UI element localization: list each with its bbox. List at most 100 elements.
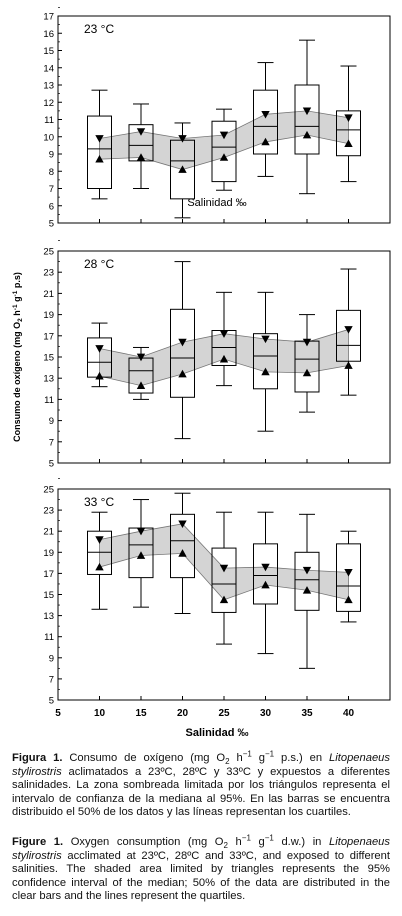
box-10 <box>87 89 112 200</box>
y-tick-label: 13 <box>43 81 54 92</box>
y-tick-label: 15 <box>43 353 54 364</box>
y-tick-label: 11 <box>44 395 54 406</box>
ci-upper-triangle <box>302 107 312 116</box>
y-tick-label: 19 <box>43 548 54 559</box>
ci-upper-triangle <box>261 110 270 119</box>
species-name: Litopenaeus stylirostris <box>12 752 390 778</box>
iqr-box <box>253 333 278 390</box>
iqr-box <box>336 309 361 362</box>
ci-upper-triangle <box>219 564 229 573</box>
y-axis-label: Consumo de oxígeno (mg O2 h-1 g-1 p.s) <box>12 272 24 442</box>
caption-en-label: Figure 1. <box>12 836 64 848</box>
panel-label: 33 °C <box>84 495 114 509</box>
iqr-box <box>128 124 154 162</box>
box-30 <box>253 62 278 177</box>
panel-3: 5 7 9 11 13 15 17 19 21 23 25 5 10 15 20 25 30 35 40 33 °C <box>43 478 391 719</box>
species-name: Litopenaeus stylirostris <box>12 836 390 862</box>
iqr-box <box>253 543 278 605</box>
caption-english: Figure 1. Oxygen consumption (mg O2 h−1 … <box>12 833 390 903</box>
iqr-box <box>294 551 320 611</box>
panel-2: 5 7 9 11 13 15 17 19 21 23 25 28 °C <box>43 240 391 470</box>
x-tick-label: 20 <box>177 708 189 719</box>
ci-lower-triangle <box>136 153 146 161</box>
ci-lower-triangle <box>302 130 312 139</box>
x-tick-label: 15 <box>135 708 147 719</box>
box-35 <box>294 39 320 195</box>
ci-upper-triangle <box>178 520 187 529</box>
y-tick-label: 23 <box>43 268 54 279</box>
ci-lower-triangle <box>344 139 353 148</box>
y-tick-label: 5 <box>49 219 54 230</box>
iqr-box <box>211 120 237 183</box>
panel-label: 28 °C <box>84 257 114 271</box>
ci-upper-triangle <box>95 345 104 353</box>
y-tick-label: 9 <box>49 653 54 664</box>
box-35 <box>294 513 320 669</box>
ci-lower-triangle <box>178 165 187 173</box>
y-tick-label: 13 <box>43 374 54 385</box>
ci-lower-triangle <box>219 595 229 604</box>
ci-lower-triangle <box>344 595 353 604</box>
y-tick-label: 21 <box>43 289 54 300</box>
y-tick-label: 16 <box>43 29 54 40</box>
iqr-box <box>336 543 361 612</box>
ci-upper-triangle <box>344 326 353 334</box>
y-tick-label: 7 <box>49 437 54 448</box>
y-tick-label: 25 <box>43 247 54 258</box>
iqr-box <box>87 337 112 378</box>
box-20 <box>170 492 195 614</box>
iqr-box <box>294 340 320 393</box>
y-tick-label: 11 <box>44 115 54 126</box>
y-tick-label: 12 <box>43 98 54 109</box>
ci-lower-triangle <box>178 369 187 378</box>
ci-lower-triangle <box>261 580 270 589</box>
y-tick-label: 21 <box>43 527 54 538</box>
y-tick-label: 9 <box>49 150 54 161</box>
ci-upper-triangle <box>136 527 146 536</box>
box-30 <box>253 511 278 655</box>
iqr-box <box>211 547 237 613</box>
ci-lower-triangle <box>95 562 104 571</box>
x-tick-label: 35 <box>301 708 313 719</box>
ci-upper-triangle <box>344 114 353 122</box>
box-10 <box>87 322 112 388</box>
iqr-box <box>170 513 195 579</box>
ci-upper-triangle <box>302 566 312 575</box>
box-40 <box>336 268 361 396</box>
x-axis-label-top: Salinidad ‰ <box>187 197 246 209</box>
y-tick-label: 15 <box>43 46 54 57</box>
y-tick-label: 7 <box>49 674 54 685</box>
box-30 <box>253 291 278 432</box>
y-tick-label: 25 <box>43 485 54 496</box>
y-tick-label: 8 <box>49 167 54 178</box>
x-tick-label: 5 <box>55 708 61 719</box>
panel-label: 23 °C <box>84 22 114 36</box>
box-25 <box>211 108 237 191</box>
iqr-box <box>336 110 361 157</box>
y-tick-label: 11 <box>44 632 54 643</box>
ci-lower-triangle <box>95 154 104 163</box>
box-25 <box>211 511 237 645</box>
ci-upper-triangle <box>344 568 353 577</box>
ci-upper-triangle <box>302 338 312 347</box>
caption-es-label: Figura 1. <box>12 752 63 764</box>
ci-upper-triangle <box>178 338 187 347</box>
iqr-box <box>170 308 195 398</box>
ci-upper-triangle <box>261 335 270 344</box>
box-20 <box>170 261 195 440</box>
caption-spanish: Figura 1. Consumo de oxígeno (mg O2 h−1 … <box>12 749 390 819</box>
ci-upper-triangle <box>261 563 270 572</box>
iqr-box <box>87 115 112 189</box>
x-tick-label: 25 <box>218 708 230 719</box>
y-tick-label: 17 <box>43 569 54 580</box>
ci-upper-triangle <box>219 131 229 140</box>
ci-lower-triangle <box>136 381 146 389</box>
box-15 <box>128 499 154 608</box>
ci-upper-triangle <box>136 353 146 362</box>
iqr-box <box>87 530 112 575</box>
ci-lower-triangle <box>219 354 229 363</box>
ci-upper-triangle <box>136 128 146 136</box>
box-25 <box>211 291 237 387</box>
box-35 <box>294 314 320 413</box>
y-tick-label: 14 <box>43 63 54 74</box>
